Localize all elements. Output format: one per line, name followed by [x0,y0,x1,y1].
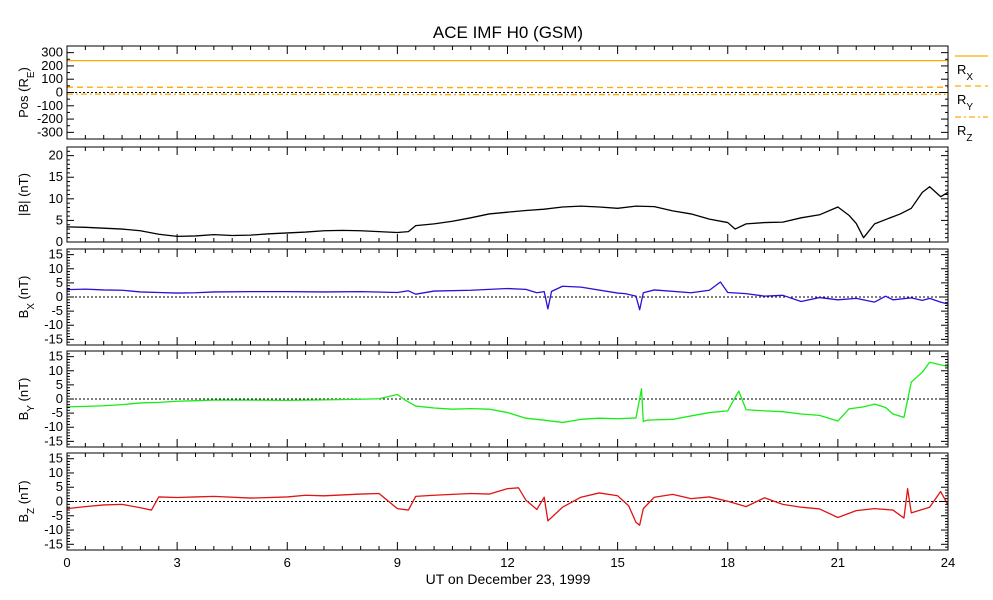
x-tick-label: 3 [174,555,181,570]
x-tick-label: 12 [500,555,514,570]
y-tick-label: 10 [49,191,63,206]
y-tick-label: -5 [51,508,63,523]
y-tick-label: 200 [41,58,63,73]
y-tick-label: -300 [37,124,63,139]
y-tick-label: -15 [44,536,63,551]
y-tick-label: -200 [37,111,63,126]
y-tick-label: 20 [49,148,63,163]
y-tick-label: 100 [41,71,63,86]
y-tick-label: 5 [56,377,63,392]
legend-label-2: RZ [957,123,973,144]
y-tick-label: 10 [49,465,63,480]
plot-frame [66,146,949,243]
y-axis-label: BX (nT) [16,276,37,319]
y-tick-label: 5 [56,275,63,290]
y-tick-label: 5 [56,479,63,494]
y-tick-label: -5 [51,303,63,318]
series-position-2 [67,93,948,96]
legend-label-0: RX [957,62,973,83]
y-tick-label: 0 [56,289,63,304]
y-axis-label: |B| (nT) [16,173,31,216]
y-tick-label: -100 [37,98,63,113]
y-axis-label: Pos (RE) [16,67,37,118]
x-axis-label: UT on December 23, 1999 [426,571,591,587]
y-tick-label: 0 [56,234,63,249]
series-bz-0 [67,487,948,526]
legend: RX RY RZ [955,55,988,144]
x-tick-label: 21 [831,555,845,570]
x-tick-label: 18 [721,555,735,570]
y-tick-label: -10 [44,522,63,537]
x-tick-label: 24 [941,555,955,570]
y-tick-label: -15 [44,433,63,448]
y-tick-label: 15 [49,451,63,466]
legend-label-1: RY [957,92,973,113]
x-tick-label: 9 [394,555,401,570]
chart-title: ACE IMF H0 (GSM) [433,23,583,42]
panel-btotal: 20 15 10 5 0 |B| (nT) [16,146,949,249]
x-axis: 0 3 6 9 12 15 18 21 24 [63,555,955,570]
y-tick-label: 5 [56,212,63,227]
y-axis-label: BY (nT) [16,378,37,421]
y-tick-label: -15 [44,331,63,346]
y-tick-label: 0 [56,85,63,100]
series-bx-0 [67,281,948,311]
y-tick-label: 10 [49,363,63,378]
y-tick-label: 15 [49,349,63,364]
y-tick-label: 10 [49,261,63,276]
x-tick-label: 15 [610,555,624,570]
series-btotal-0 [67,186,948,239]
y-tick-label: 0 [56,391,63,406]
y-tick-label: -10 [44,419,63,434]
x-tick-label: 6 [284,555,291,570]
y-axis-label: BZ (nT) [16,480,37,522]
x-tick-label: 0 [63,555,70,570]
y-tick-label: -5 [51,405,63,420]
y-tick-label: 15 [49,247,63,262]
y-tick-label: 300 [41,45,63,60]
y-tick-label: 15 [49,169,63,184]
y-tick-label: -10 [44,317,63,332]
y-tick-label: 0 [56,494,63,509]
series-by-0 [67,361,948,424]
